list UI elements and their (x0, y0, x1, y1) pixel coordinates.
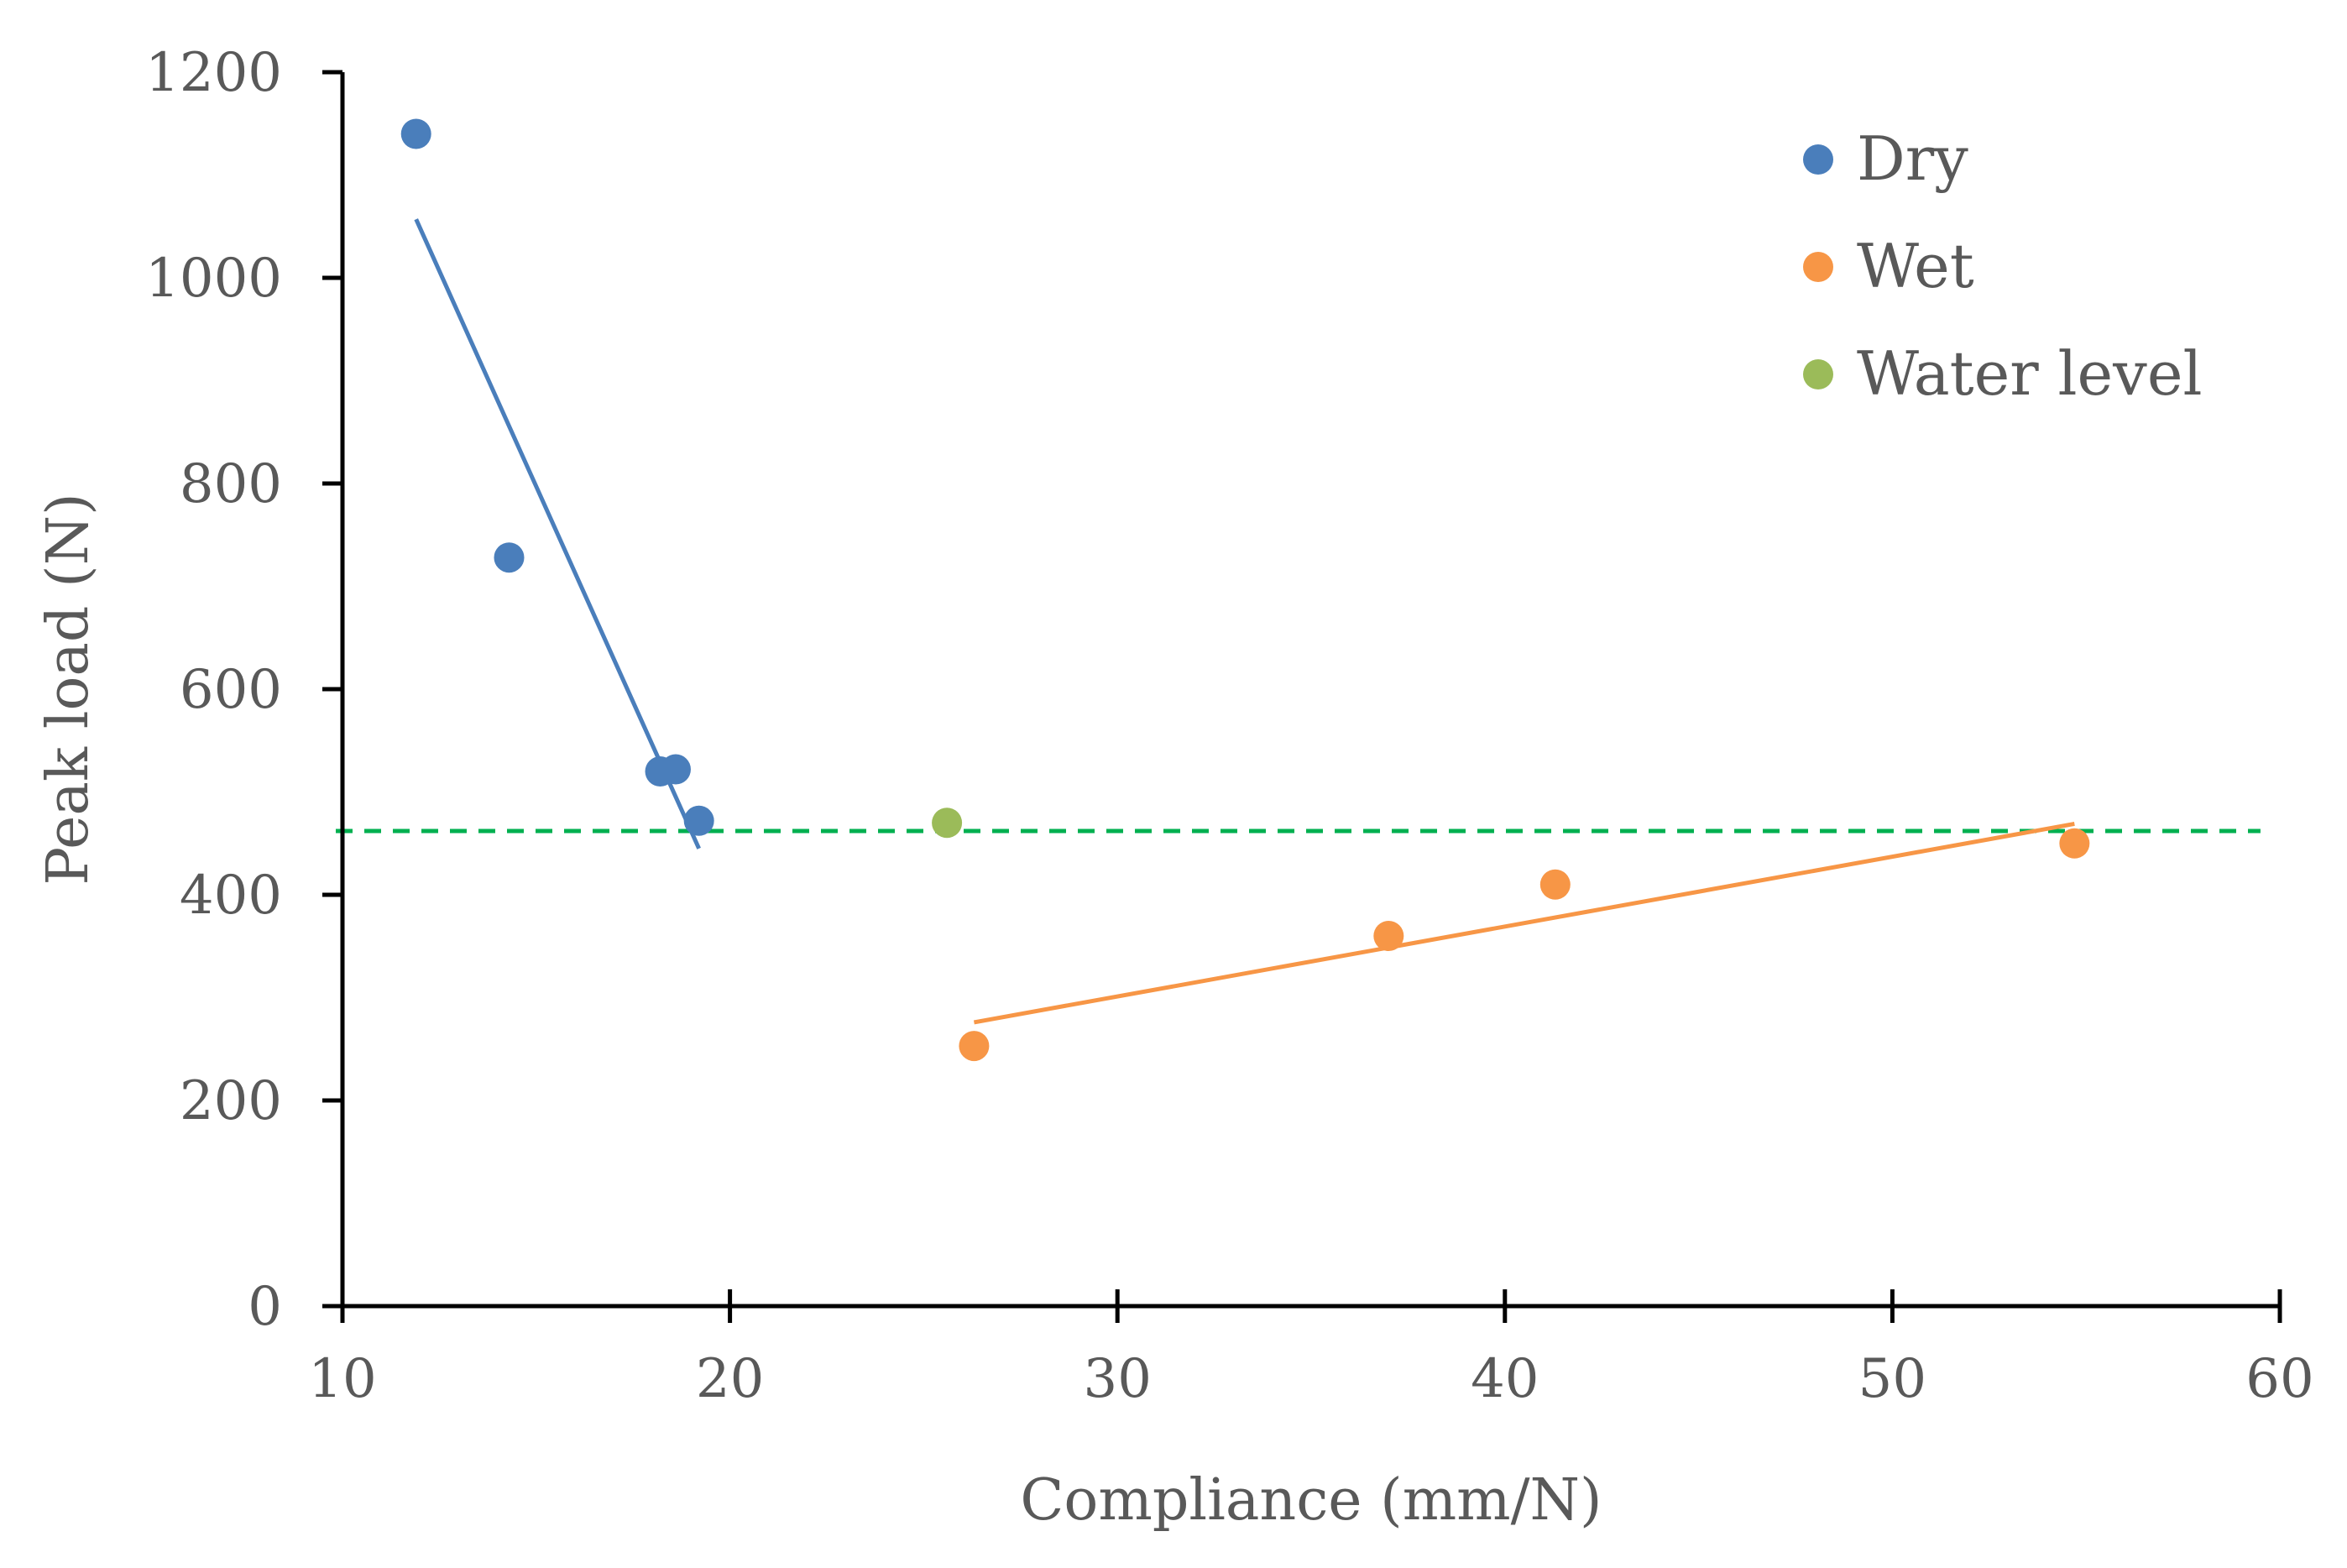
y-tick-label: 1000 (145, 248, 282, 310)
data-point-dry (660, 754, 691, 785)
data-point-water-level (932, 808, 963, 839)
data-point-wet (1373, 921, 1404, 951)
y-tick-label: 400 (180, 865, 282, 927)
x-tick-label: 10 (308, 1348, 376, 1410)
trendline-dry (414, 218, 701, 849)
x-tick-label: 40 (1471, 1348, 1539, 1410)
data-point-dry (400, 118, 431, 149)
y-tick-label: 600 (180, 659, 282, 721)
data-point-dry (683, 805, 714, 836)
data-point-dry (494, 542, 525, 573)
x-axis-title: Compliance (mm/N) (1020, 1467, 1602, 1534)
y-tick-label: 800 (180, 453, 282, 515)
legend-label-dry: Dry (1857, 123, 1968, 194)
legend-label-water-level: Water level (1857, 338, 2202, 409)
data-point-wet (1539, 869, 1571, 900)
y-tick-label: 0 (248, 1276, 282, 1338)
y-tick-label: 200 (180, 1070, 282, 1132)
x-tick-label: 50 (1858, 1348, 1926, 1410)
legend-marker-water-level (1803, 359, 1833, 389)
legend-marker-wet (1803, 252, 1833, 282)
legend: Dry Wet Water level (1803, 123, 2202, 409)
y-axis-title: Peak load (N) (35, 493, 102, 885)
data-point-wet (2059, 828, 2090, 859)
legend-label-wet: Wet (1857, 231, 1974, 301)
x-tick-label: 60 (2245, 1348, 2313, 1410)
x-tick-label: 30 (1083, 1348, 1151, 1410)
data-point-wet (959, 1031, 990, 1062)
trendline-wet (973, 822, 2075, 1025)
plot-area (336, 118, 2261, 1062)
x-tick-label: 20 (696, 1348, 764, 1410)
y-tick-label: 1200 (145, 42, 282, 104)
legend-marker-dry (1803, 144, 1833, 175)
